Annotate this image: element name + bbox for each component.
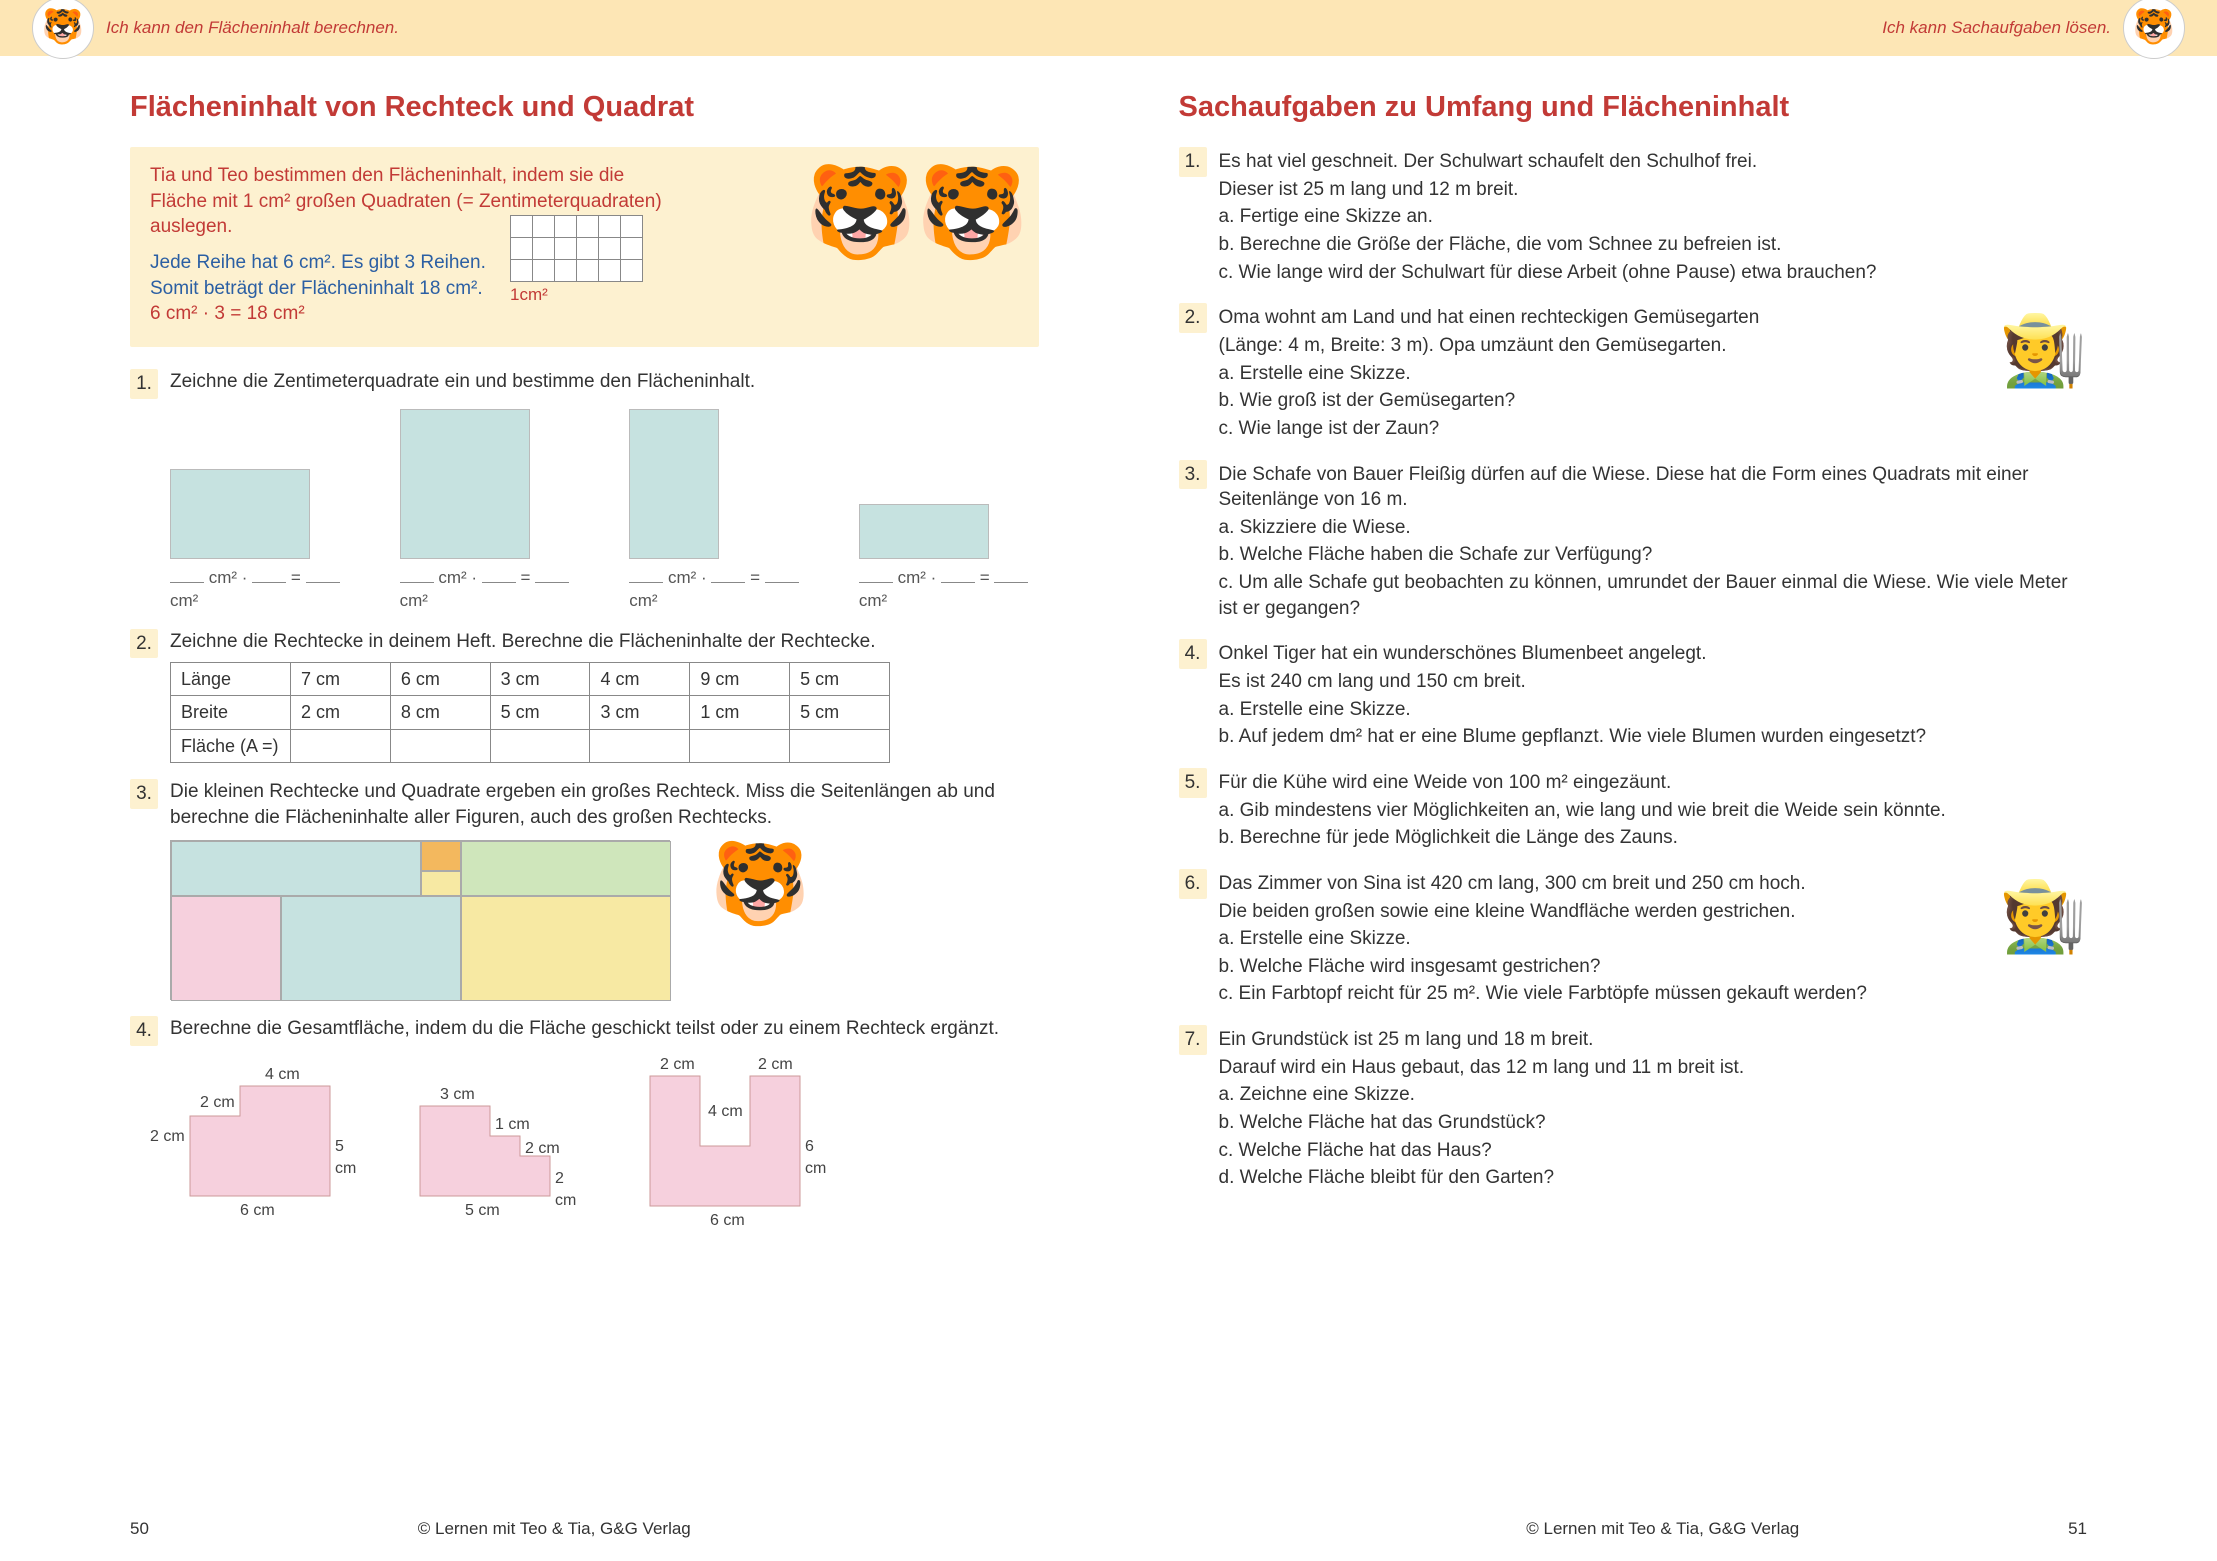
task-line: Die beiden großen sowie eine kleine Wand… xyxy=(1219,899,2088,925)
task-line: Onkel Tiger hat ein wunderschönes Blumen… xyxy=(1219,641,2088,667)
word-problem: 4. Onkel Tiger hat ein wunderschönes Blum… xyxy=(1179,639,2088,752)
task-text: Zeichne die Zentimeterquadrate ein und b… xyxy=(170,369,1039,395)
task-line: (Länge: 4 m, Breite: 3 m). Opa umzäunt d… xyxy=(1219,333,2088,359)
task-line: Oma wohnt am Land und hat einen rechteck… xyxy=(1219,305,2088,331)
task-num: 2. xyxy=(130,629,158,659)
task-3: 3. Die kleinen Rechtecke und Quadrate er… xyxy=(130,779,1039,1000)
task-line: c. Ein Farbtopf reicht für 25 m². Wie vi… xyxy=(1219,981,2088,1007)
task-num: 4. xyxy=(1179,639,1207,669)
task-line: b. Berechne die Größe der Fläche, die vo… xyxy=(1219,232,2088,258)
intro-tigers-icon: 🐯🐯 xyxy=(804,153,1028,275)
mascot-icon: 🐯 xyxy=(2123,0,2185,59)
task-num: 2. xyxy=(1179,303,1207,333)
step-shape-b xyxy=(400,1056,570,1206)
ex1-shape: cm² · = cm² xyxy=(170,469,350,613)
intro-grid: 1cm² xyxy=(510,215,643,307)
header-left: 🐯 Ich kann den Flächeninhalt berechnen. xyxy=(0,0,1109,56)
illustration-icon: 🧑‍🌾 xyxy=(2000,303,2087,398)
intro-grid-label: 1cm² xyxy=(510,284,643,307)
task-line: Ein Grundstück ist 25 m lang und 18 m br… xyxy=(1219,1027,2088,1053)
ex1-shape: cm² · = cm² xyxy=(859,504,1039,613)
page-left: 🐯 Ich kann den Flächeninhalt berechnen. … xyxy=(0,0,1109,1561)
task-line: Es hat viel geschneit. Der Schulwart sch… xyxy=(1219,149,2088,175)
task-line: a. Erstelle eine Skizze. xyxy=(1219,926,2088,952)
task-line: a. Gib mindestens vier Möglichkeiten an,… xyxy=(1219,798,2088,824)
task-line: a. Erstelle eine Skizze. xyxy=(1219,361,2088,387)
page-number-right: 51 xyxy=(2068,1518,2087,1541)
task-num: 1. xyxy=(130,369,158,399)
task-line: c. Um alle Schafe gut beobachten zu könn… xyxy=(1219,570,2088,621)
page-title-right: Sachaufgaben zu Umfang und Flächeninhalt xyxy=(1179,88,2088,127)
mascot-icon: 🐯 xyxy=(32,0,94,59)
task-num: 3. xyxy=(130,779,158,809)
task-line: b. Wie groß ist der Gemüsegarten? xyxy=(1219,388,2088,414)
task-2: 2. Zeichne die Rechtecke in deinem Heft.… xyxy=(130,629,1039,764)
task-num: 6. xyxy=(1179,869,1207,899)
word-problem: 6. 🧑‍🌾Das Zimmer von Sina ist 420 cm lang… xyxy=(1179,869,2088,1009)
word-problem: 2. 🧑‍🌾Oma wohnt am Land und hat einen rec… xyxy=(1179,303,2088,443)
task-line: b. Welche Fläche wird insgesamt gestrich… xyxy=(1219,954,2088,980)
intro-line2: Jede Reihe hat 6 cm². Es gibt 3 Reihen. … xyxy=(150,250,510,301)
task-line: Dieser ist 25 m lang und 12 m breit. xyxy=(1219,177,2088,203)
footer-copyright: © Lernen mit Teo & Tia, G&G Verlag xyxy=(1526,1518,1799,1541)
task-line: Für die Kühe wird eine Weide von 100 m² … xyxy=(1219,770,2088,796)
task-line: c. Wie lange wird der Schulwart für dies… xyxy=(1219,260,2088,286)
task-num: 4. xyxy=(130,1016,158,1046)
footer-copyright: © Lernen mit Teo & Tia, G&G Verlag xyxy=(418,1518,691,1541)
task-line: b. Berechne für jede Möglichkeit die Län… xyxy=(1219,825,2088,851)
task-line: d. Welche Fläche bleibt für den Garten? xyxy=(1219,1165,2088,1191)
task-1: 1. Zeichne die Zentimeterquadrate ein un… xyxy=(130,369,1039,613)
ex1-shape: cm² · = cm² xyxy=(400,409,580,613)
rectangles-table: Länge7 cm6 cm3 cm4 cm9 cm5 cmBreite2 cm8… xyxy=(170,662,890,763)
page-number-left: 50 xyxy=(130,1518,149,1541)
task-line: a. Zeichne eine Skizze. xyxy=(1219,1082,2088,1108)
task-line: Die Schafe von Bauer Fleißig dürfen auf … xyxy=(1219,462,2088,513)
intro-box: Tia und Teo bestimmen den Flächeninhalt,… xyxy=(130,147,1039,347)
task-num: 7. xyxy=(1179,1025,1207,1055)
task-line: Es ist 240 cm lang und 150 cm breit. xyxy=(1219,669,2088,695)
task-line: a. Fertige eine Skizze an. xyxy=(1219,204,2088,230)
task-text: Zeichne die Rechtecke in deinem Heft. Be… xyxy=(170,629,1039,655)
task-line: c. Welche Fläche hat das Haus? xyxy=(1219,1138,2088,1164)
ex1-shape: cm² · = cm² xyxy=(629,409,809,613)
tiger-icon: 🐯 xyxy=(710,830,810,938)
task-line: b. Auf jedem dm² hat er eine Blume gepfl… xyxy=(1219,724,2088,750)
page-title-left: Flächeninhalt von Rechteck und Quadrat xyxy=(130,88,1039,127)
word-problem: 5. Für die Kühe wird eine Weide von 100 m… xyxy=(1179,768,2088,853)
task-text: Berechne die Gesamtfläche, indem du die … xyxy=(170,1016,1039,1042)
l-shape-a xyxy=(170,1056,340,1206)
u-shape-c xyxy=(630,1056,820,1216)
task-line: c. Wie lange ist der Zaun? xyxy=(1219,416,2088,442)
header-text-left: Ich kann den Flächeninhalt berechnen. xyxy=(106,17,399,40)
task-line: a. Skizziere die Wiese. xyxy=(1219,515,2088,541)
word-problem: 7. Ein Grundstück ist 25 m lang und 18 m … xyxy=(1179,1025,2088,1193)
header-text-right: Ich kann Sachaufgaben lösen. xyxy=(1882,17,2111,40)
task-text: Die kleinen Rechtecke und Quadrate ergeb… xyxy=(170,779,1039,830)
ex4-shapes: 4 cm 2 cm 2 cm 5 cm 6 cm 3 cm 1 cm 2 cm … xyxy=(170,1056,1039,1216)
illustration-icon: 🧑‍🌾 xyxy=(2000,869,2087,964)
page-right: Ich kann Sachaufgaben lösen. 🐯 Sachaufga… xyxy=(1109,0,2217,1561)
word-problem: 1. Es hat viel geschneit. Der Schulwart s… xyxy=(1179,147,2088,287)
composite-rect xyxy=(170,840,670,1000)
task-num: 3. xyxy=(1179,460,1207,490)
task-line: b. Welche Fläche haben die Schafe zur Ve… xyxy=(1219,542,2088,568)
task-num: 1. xyxy=(1179,147,1207,177)
task-num: 5. xyxy=(1179,768,1207,798)
task-line: Das Zimmer von Sina ist 420 cm lang, 300… xyxy=(1219,871,2088,897)
header-right: Ich kann Sachaufgaben lösen. 🐯 xyxy=(1109,0,2217,56)
task-line: a. Erstelle eine Skizze. xyxy=(1219,697,2088,723)
word-problem: 3. Die Schafe von Bauer Fleißig dürfen au… xyxy=(1179,460,2088,624)
task-4: 4. Berechne die Gesamtfläche, indem du d… xyxy=(130,1016,1039,1216)
task-line: Darauf wird ein Haus gebaut, das 12 m la… xyxy=(1219,1055,2088,1081)
task-line: b. Welche Fläche hat das Grundstück? xyxy=(1219,1110,2088,1136)
